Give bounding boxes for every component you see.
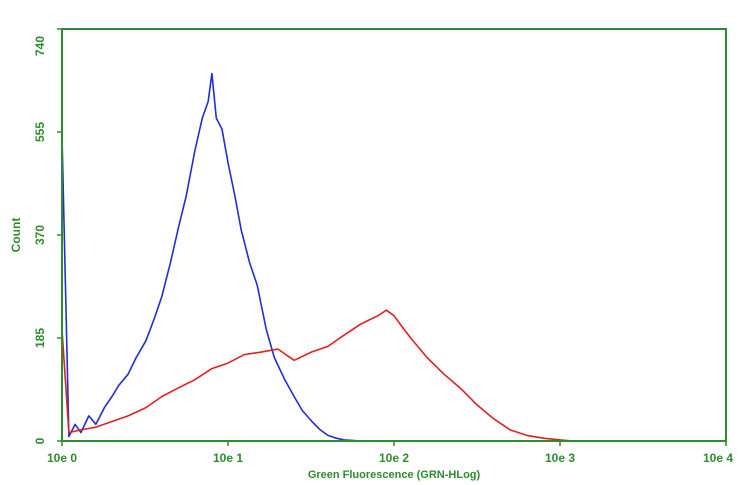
y-tick-label: 185 bbox=[33, 328, 47, 348]
x-tick-label: 10e 2 bbox=[379, 451, 409, 465]
y-tick-label: 740 bbox=[33, 36, 47, 56]
y-tick-label: 0 bbox=[33, 437, 47, 444]
x-tick-label: 10e 1 bbox=[213, 451, 243, 465]
y-tick-label: 555 bbox=[33, 122, 47, 142]
x-tick-label: 10e 3 bbox=[545, 451, 575, 465]
x-tick-label: 10e 0 bbox=[47, 451, 77, 465]
x-tick-label: 10e 4 bbox=[703, 451, 733, 465]
x-axis-ticks: 10e 0 10e 1 10e 2 10e 3 10e 4 bbox=[47, 441, 733, 465]
y-axis-ticks: 0 185 370 555 740 bbox=[33, 28, 62, 444]
series-layer bbox=[61, 72, 574, 442]
y-axis-title: Count bbox=[9, 218, 23, 253]
y-tick-label: 370 bbox=[33, 225, 47, 245]
plot-background bbox=[62, 29, 726, 441]
x-axis-title: Green Fluorescence (GRN-HLog) bbox=[308, 469, 481, 481]
series-line-1 bbox=[61, 72, 361, 442]
series-line-2 bbox=[61, 309, 574, 442]
